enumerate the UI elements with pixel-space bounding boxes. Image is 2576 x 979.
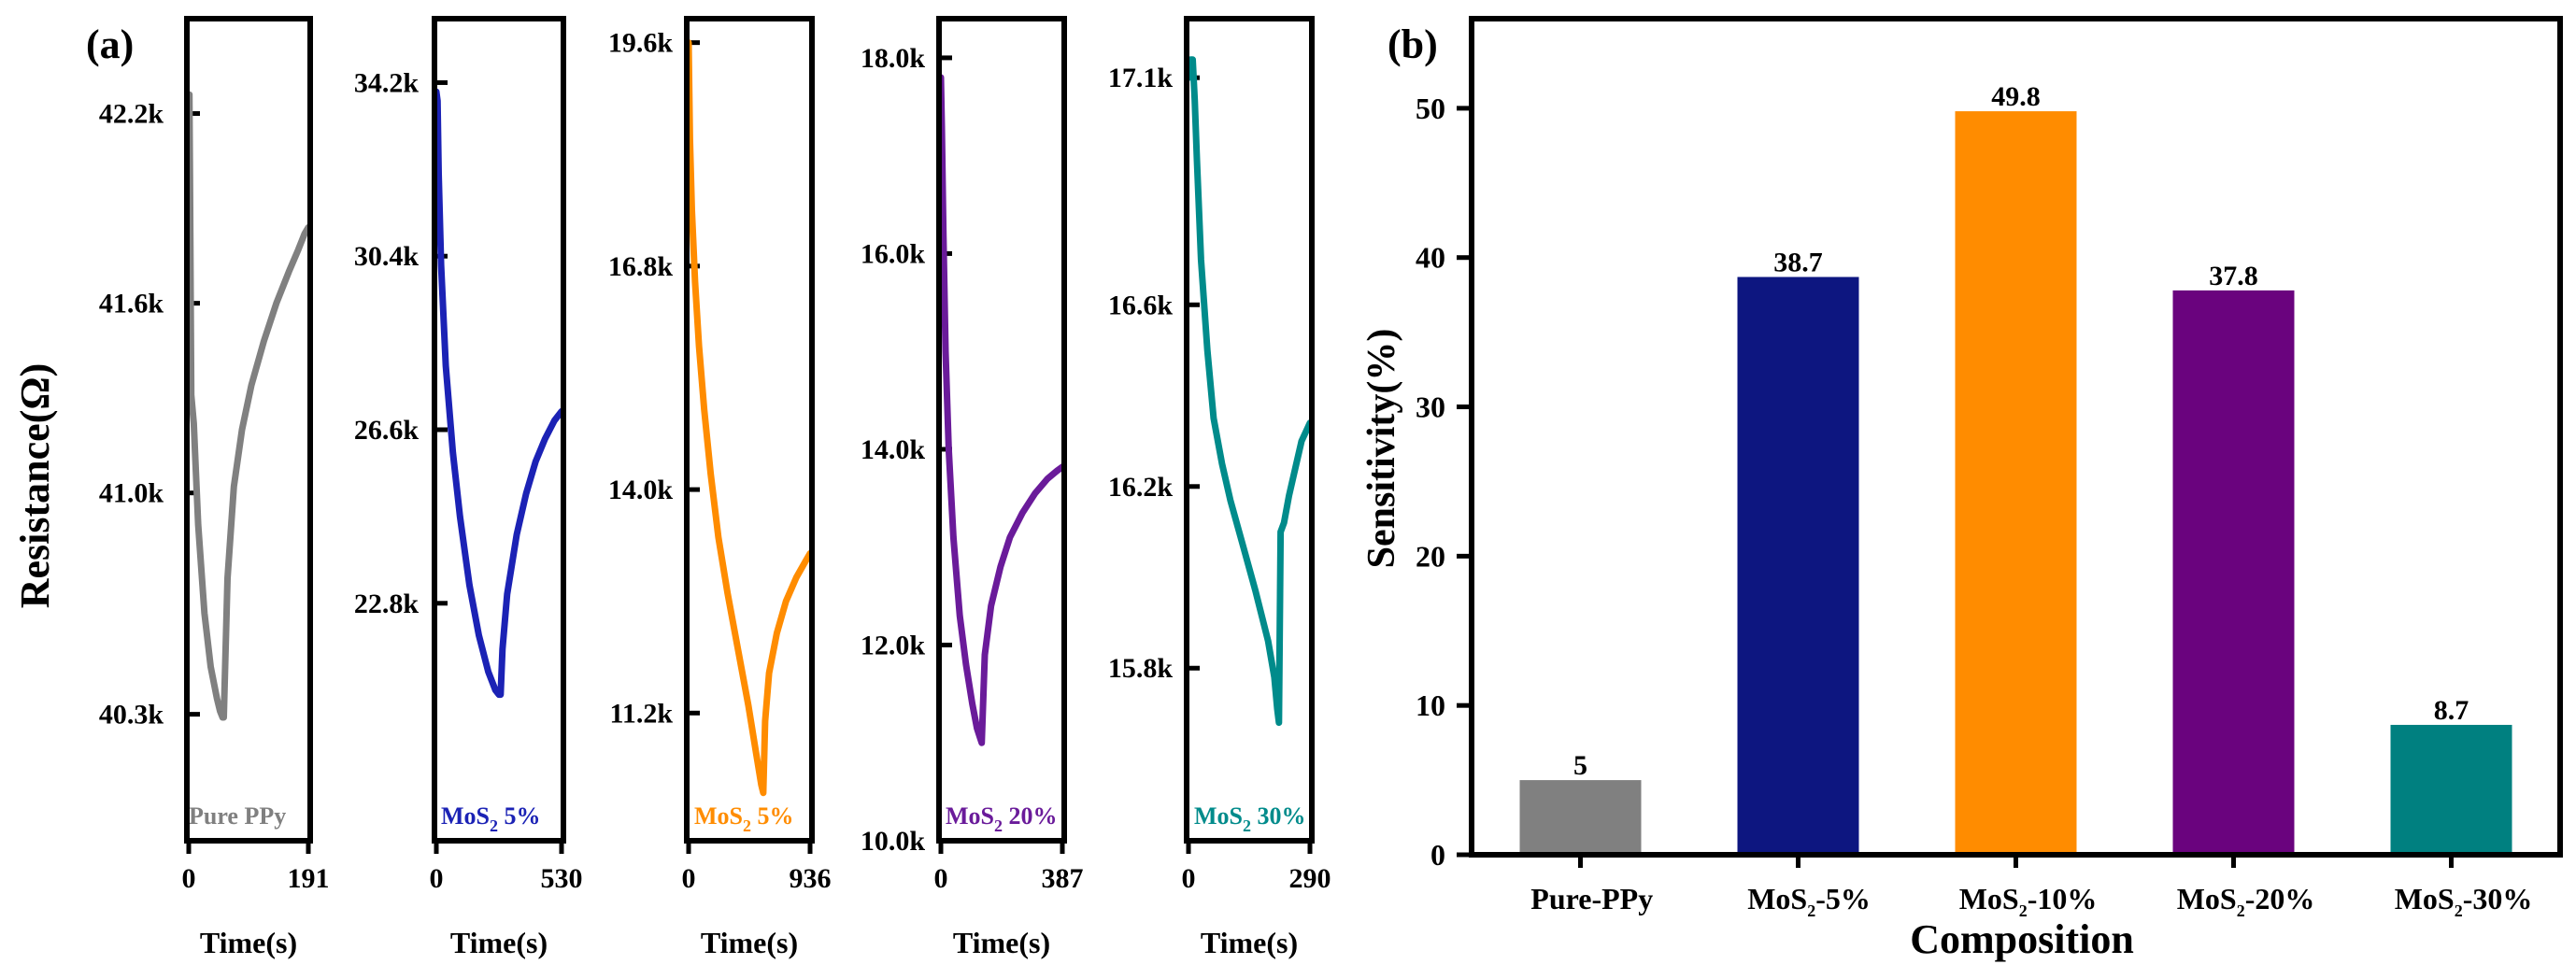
- x-tick-label: 387: [1042, 863, 1084, 894]
- sensitivity-axis-label: Sensitivity(%): [1360, 329, 1403, 569]
- resistance-trace: [185, 91, 312, 721]
- x-tick-label: 0: [1182, 863, 1196, 894]
- x-axis-label: Time(s): [701, 926, 798, 959]
- plot-frame: [1469, 16, 2563, 858]
- y-tick-label: 41.6k: [99, 289, 164, 319]
- y-tick-label: 30.4k: [354, 241, 420, 272]
- series-label: MoS2 30%: [1194, 802, 1306, 835]
- resistance-trace: [685, 39, 814, 797]
- bar-value-label: 49.8: [1991, 81, 2041, 112]
- y-tick-label: 10: [1416, 688, 1445, 722]
- y-tick-label: 40: [1416, 241, 1445, 275]
- plot-frame: [1184, 16, 1315, 844]
- category-label: MoS2-5%: [1747, 882, 1871, 920]
- bar-value-label: 5: [1573, 750, 1587, 781]
- x-axis-label: Time(s): [200, 926, 297, 959]
- y-tick-label: 16.6k: [1108, 290, 1174, 320]
- y-tick-label: 20: [1416, 539, 1445, 573]
- x-tick-label: 530: [541, 863, 583, 894]
- y-tick-label: 12.0k: [861, 630, 926, 660]
- panel-b-label: (b): [1388, 21, 1438, 67]
- y-tick-label: 15.8k: [1108, 653, 1174, 684]
- category-label: MoS2-10%: [1959, 882, 2098, 920]
- bar: [1737, 277, 1859, 855]
- y-tick-label: 18.0k: [861, 43, 926, 74]
- y-tick-label: 11.2k: [609, 698, 673, 729]
- plot-frame: [684, 16, 815, 844]
- resistance-trace: [937, 74, 1066, 746]
- y-tick-label: 16.8k: [608, 251, 674, 282]
- line-panel-4: 10.0k 12.0k 14.0k 16.0k 18.0k 0 387 MoS2 20% Tim…: [861, 16, 1084, 959]
- y-tick-label: 0: [1430, 838, 1445, 872]
- y-tick-label: 22.8k: [354, 589, 420, 619]
- y-tick-label: 17.1k: [1108, 63, 1174, 93]
- resistance-trace: [433, 88, 565, 699]
- panel-a-label: (a): [86, 21, 134, 67]
- y-tick-label: 14.0k: [861, 434, 926, 465]
- x-tick-label: 0: [182, 863, 196, 894]
- category-label: Pure-PPy: [1530, 882, 1653, 915]
- bar: [1519, 780, 1642, 855]
- x-tick-label: 936: [790, 863, 832, 894]
- x-tick-label: 0: [682, 863, 696, 894]
- y-tick-label: 50: [1416, 92, 1445, 125]
- y-tick-label: 14.0k: [608, 475, 674, 505]
- bar: [1955, 111, 2077, 855]
- bar-value-label: 38.7: [1773, 247, 1823, 277]
- series-label: MoS2 20%: [946, 802, 1058, 835]
- line-panel-1: 40.3k 41.0k 41.6k 42.2k 0 191 Pure PPy Time(s): [99, 16, 330, 959]
- y-tick-label: 10.0k: [861, 826, 926, 857]
- x-axis-label: Time(s): [953, 926, 1050, 959]
- x-axis-label: Time(s): [450, 926, 548, 959]
- series-label: MoS2 5%: [441, 802, 541, 835]
- composition-axis-label: Composition: [1910, 916, 2134, 962]
- x-tick-label: 191: [288, 863, 330, 894]
- x-tick-label: 290: [1289, 863, 1331, 894]
- y-tick-label: 19.6k: [608, 28, 674, 59]
- plot-frame: [184, 16, 313, 844]
- plot-frame: [936, 16, 1067, 844]
- bar: [2172, 290, 2295, 855]
- x-tick-label: 0: [430, 863, 444, 894]
- y-tick-label: 42.2k: [99, 99, 164, 130]
- y-tick-label: 30: [1416, 390, 1445, 424]
- bar-value-label: 37.8: [2209, 261, 2258, 291]
- sensitivity-bar-chart: 0 10 20 30 40 50 5 Pure-PPy 38.7 MoS2-5% 49.8 MoS2-…: [1416, 16, 2563, 920]
- y-tick-label: 40.3k: [99, 700, 164, 731]
- bar-value-label: 8.7: [2434, 695, 2469, 726]
- category-label: MoS2-20%: [2177, 882, 2315, 920]
- line-panel-3: 11.2k 14.0k 16.8k 19.6k 0 936 MoS2 5% Time(s): [608, 16, 832, 959]
- y-tick-label: 26.6k: [354, 415, 420, 446]
- x-axis-label: Time(s): [1201, 926, 1298, 959]
- series-label: MoS2 5%: [694, 802, 794, 835]
- category-label: MoS2-30%: [2395, 882, 2533, 920]
- x-tick-label: 0: [934, 863, 948, 894]
- series-label: Pure PPy: [189, 802, 286, 830]
- y-tick-label: 34.2k: [354, 67, 420, 98]
- line-panel-5: 15.8k 16.2k 16.6k 17.1k 0 290 MoS2 30% Time(s): [1108, 16, 1331, 959]
- y-tick-label: 16.0k: [861, 238, 926, 269]
- resistance-axis-label: Resistance(Ω): [12, 363, 58, 609]
- plot-frame: [432, 16, 566, 844]
- resistance-trace: [1185, 56, 1314, 727]
- y-tick-label: 41.0k: [99, 478, 164, 509]
- bar: [2390, 724, 2512, 855]
- y-tick-label: 16.2k: [1108, 472, 1174, 503]
